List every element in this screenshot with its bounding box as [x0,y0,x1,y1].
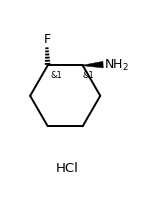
Text: NH$_2$: NH$_2$ [104,58,129,73]
Text: HCl: HCl [55,161,78,174]
Text: F: F [43,33,50,46]
Polygon shape [84,62,103,69]
Text: &1: &1 [82,71,94,80]
Text: &1: &1 [51,71,62,80]
